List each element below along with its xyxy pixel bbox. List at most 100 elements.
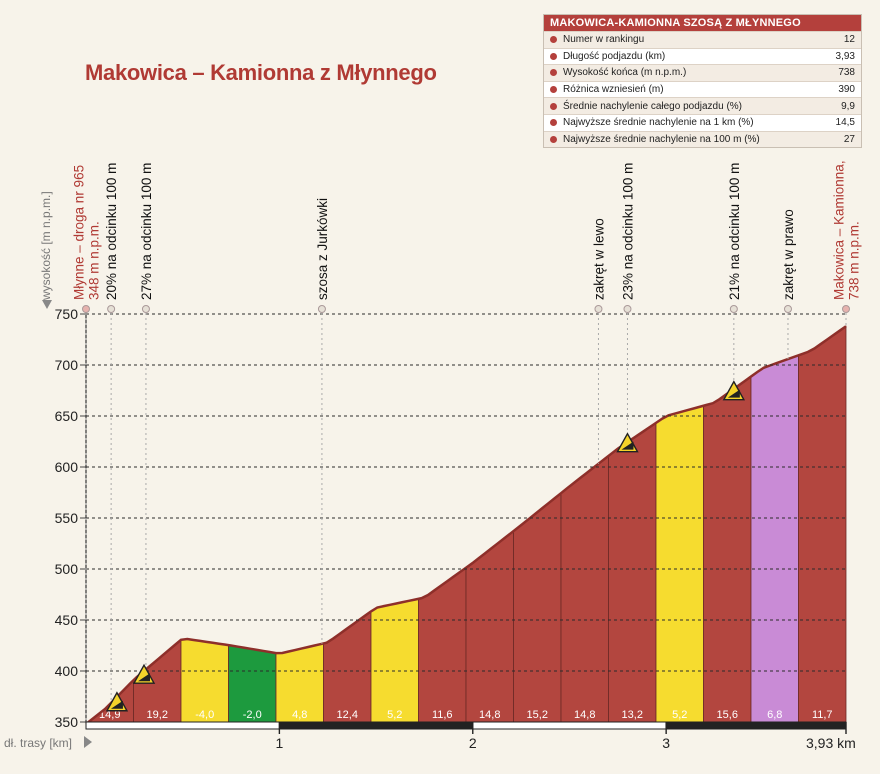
annotation-dot-icon: [594, 305, 603, 313]
stat-label: Wysokość końca (m n.p.m.): [563, 67, 687, 79]
stat-value: 12: [843, 34, 855, 46]
bullet-icon: [550, 102, 557, 110]
segment-gradient-label: 19,2: [147, 709, 168, 721]
x-axis-label: dł. trasy [km]: [4, 736, 72, 750]
annotation-label: zakręt w lewo: [591, 218, 606, 300]
annotation-dot-icon: [623, 305, 632, 313]
y-tick-label: 700: [55, 357, 79, 373]
profile-segment: [560, 455, 609, 723]
stat-label: Najwyższe średnie nachylenie na 100 m (%…: [563, 133, 760, 145]
stats-row: Różnica wzniesień (m) 390: [544, 80, 861, 98]
profile-segment: [655, 405, 704, 723]
stat-value: 3,93: [835, 50, 855, 62]
stats-row: Długość podjazdu (km) 3,93: [544, 47, 861, 65]
y-tick-label: 500: [55, 561, 79, 577]
x-tick-label: 3,93 km: [806, 735, 856, 751]
profile-segment: [608, 422, 657, 723]
profile-outline: [85, 325, 847, 726]
annotation-label: 20% na odcinku 100 m: [104, 163, 119, 300]
stat-value: 390: [838, 84, 855, 96]
segment-gradient-label: 14,8: [574, 709, 595, 721]
chart-title: Makowica – Kamionna z Młynnego: [85, 60, 437, 85]
segment-gradient-label: -2,0: [243, 709, 262, 721]
annotation-dot-icon: [842, 305, 850, 313]
profile-segment: [750, 354, 799, 723]
warning-triangle-icon: [722, 380, 746, 401]
y-axis-label: wysokość [m n.p.m.]: [39, 191, 53, 301]
stat-value: 27: [843, 133, 855, 145]
profile-segment: [703, 375, 752, 723]
x-axis-bar-first: [85, 721, 280, 730]
stats-row: Wysokość końca (m n.p.m.) 738: [544, 64, 861, 81]
annotation-label: Makowica – Kamionna,: [832, 160, 847, 300]
segment-gradient-label: 14,9: [99, 709, 120, 721]
x-axis-bar-segment: [279, 722, 473, 729]
segment-gradient-label: 12,4: [337, 709, 358, 721]
x-axis-bar-segment: [666, 722, 846, 729]
y-tick-label: 600: [55, 459, 79, 475]
stat-value: 9,9: [841, 100, 855, 112]
stat-label: Długość podjazdu (km): [563, 50, 666, 62]
stat-label: Średnie nachylenie całego podjazdu (%): [563, 100, 743, 112]
annotation-label: Młynne – droga nr 965: [72, 165, 87, 300]
segment-gradient-label: 6,8: [767, 709, 782, 721]
y-tick-label: 550: [55, 510, 79, 526]
bullet-icon: [550, 135, 557, 143]
segment-gradient-label: -4,0: [195, 709, 214, 721]
segment-gradient-label: 13,2: [622, 709, 643, 721]
annotation-label: 27% na odcinku 100 m: [139, 163, 154, 300]
x-tick-label: 2: [469, 735, 477, 751]
stats-row: Numer w rankingu 12: [544, 31, 861, 48]
annotation-label: 21% na odcinku 100 m: [727, 163, 742, 300]
annotation-dot-icon: [729, 305, 738, 313]
annotation-label: 738 m n.p.m.: [847, 221, 862, 300]
bullet-icon: [550, 86, 557, 94]
annotation-label: zakręt w prawo: [781, 209, 796, 300]
bullet-icon: [550, 119, 557, 127]
y-tick-label: 400: [55, 663, 79, 679]
x-tick-label: 3: [662, 735, 670, 751]
y-tick-label: 650: [55, 408, 79, 424]
profile-segment: [418, 566, 467, 723]
x-axis-arrow-icon: [84, 736, 92, 748]
incline-symbol: [727, 389, 740, 398]
incline-symbol: [621, 441, 634, 450]
annotation-label: 348 m n.p.m.: [87, 221, 102, 300]
bullet-icon: [550, 69, 557, 77]
y-tick-label: 750: [55, 306, 79, 322]
segment-gradient-label: 5,2: [672, 709, 687, 721]
stat-value: 14,5: [835, 117, 855, 129]
annotation-dot-icon: [141, 305, 150, 313]
profile-segment: [798, 325, 847, 723]
annotation-label: 23% na odcinku 100 m: [620, 163, 635, 300]
stats-row: Najwyższe średnie nachylenie na 100 m (%…: [544, 130, 861, 148]
bullet-icon: [550, 36, 557, 44]
segment-gradient-label: 11,6: [432, 709, 453, 721]
stats-box-title: MAKOWICA-KAMIONNA SZOSĄ Z MŁYNNEGO: [544, 15, 861, 31]
warning-triangle-icon: [132, 663, 156, 684]
stat-label: Różnica wzniesień (m): [563, 84, 664, 96]
incline-symbol: [110, 700, 123, 709]
y-axis-arrow-icon: [42, 300, 52, 309]
segment-gradient-label: 11,7: [812, 709, 833, 721]
incline-symbol: [138, 673, 151, 682]
profile-segment: [370, 598, 419, 723]
warning-triangle-icon: [616, 432, 639, 453]
annotation-dot-icon: [107, 305, 116, 313]
segment-gradient-label: 15,2: [527, 709, 548, 721]
stat-label: Najwyższe średnie nachylenie na 1 km (%): [563, 117, 754, 129]
x-tick-label: 1: [275, 735, 283, 751]
profile-segment: [465, 530, 514, 723]
segment-gradient-label: 15,6: [717, 709, 738, 721]
annotation-dot-icon: [82, 305, 90, 313]
stats-row: Średnie nachylenie całego podjazdu (%) 9,…: [544, 97, 861, 114]
warning-triangle-icon: [105, 691, 129, 712]
stats-rows: Numer w rankingu 12 Długość podjazdu (km) 3…: [544, 31, 861, 148]
y-tick-label: 450: [55, 612, 79, 628]
annotation-dot-icon: [783, 305, 792, 313]
stat-label: Numer w rankingu: [563, 34, 645, 46]
stats-box: MAKOWICA-KAMIONNA SZOSĄ Z MŁYNNEGO Numer…: [543, 14, 862, 149]
stat-value: 738: [838, 67, 855, 79]
annotation-dot-icon: [317, 305, 326, 313]
